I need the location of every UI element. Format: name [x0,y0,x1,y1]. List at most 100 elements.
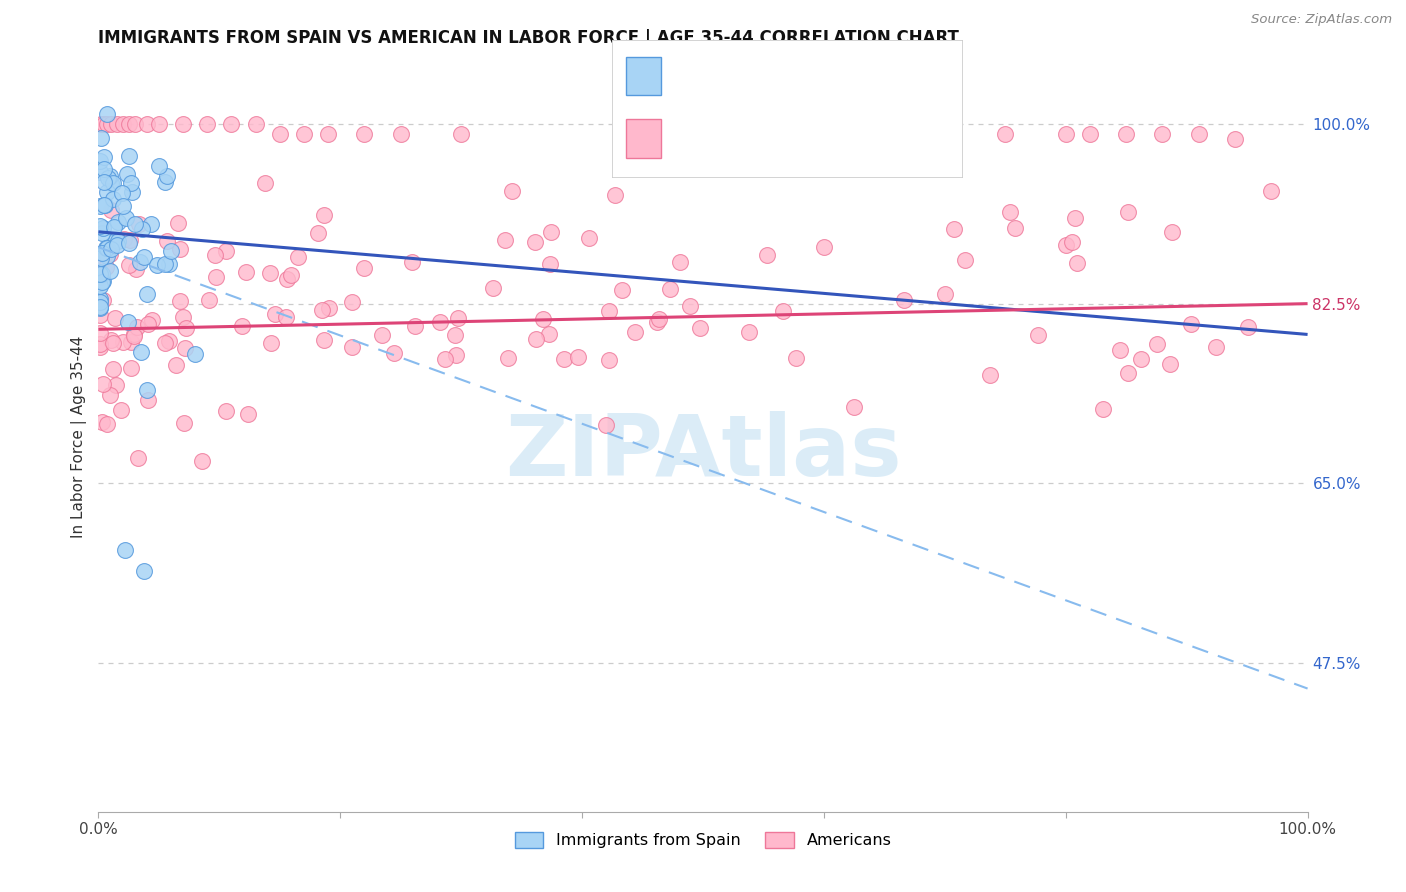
Point [578,231,600,245]
Point [314,333,336,347]
Point [120,361,142,376]
Point [184,346,207,360]
Point [274,310,297,325]
Point [124,117,146,131]
FancyBboxPatch shape [626,119,661,158]
Point [90,251,112,265]
Point [645,315,668,329]
Y-axis label: In Labor Force | Age 35-44: In Labor Force | Age 35-44 [72,336,87,538]
Point [89,279,111,293]
Point [91,376,114,391]
Point [1062,235,1084,250]
Point [89,153,111,168]
Point [135,286,157,301]
Point [1116,205,1139,219]
Point [103,176,125,190]
Point [110,402,132,417]
Point [124,217,146,231]
Point [404,319,426,334]
Point [89,268,111,282]
Point [135,117,157,131]
Point [235,264,257,278]
Point [1237,319,1260,334]
Point [245,117,267,131]
Point [204,247,226,261]
Text: 165: 165 [872,131,905,145]
Point [318,301,340,315]
Point [124,328,146,343]
Point [567,351,589,365]
Point [101,361,124,376]
Point [259,335,281,350]
Point [174,341,197,355]
Text: ZIPAtlas: ZIPAtlas [505,410,901,493]
Point [111,186,134,200]
Point [979,368,1001,382]
Point [1161,225,1184,239]
Text: -0.113: -0.113 [721,69,778,84]
Point [89,295,111,310]
Point [998,204,1021,219]
Point [98,264,121,278]
Point [1152,128,1174,142]
Point [1078,128,1101,142]
Point [496,351,519,365]
Point [772,304,794,318]
Point [89,336,111,351]
Point [1054,128,1077,142]
Point [598,304,620,318]
Point [254,176,277,190]
Point [120,177,142,191]
Text: 68: 68 [872,69,900,84]
Point [955,253,977,268]
FancyBboxPatch shape [612,40,963,178]
Point [353,128,375,142]
Point [842,401,865,415]
Point [276,272,298,286]
Point [104,311,127,326]
Point [603,188,626,202]
Point [91,274,114,288]
Point [101,192,124,206]
Text: N =: N = [823,69,853,84]
Point [153,257,176,271]
Point [165,358,187,372]
Point [91,220,114,235]
Point [692,128,714,142]
Point [174,321,197,335]
Point [89,300,111,314]
Point [167,217,190,231]
Point [157,256,180,270]
Point [173,416,195,430]
Point [90,131,112,145]
Point [100,202,122,217]
Point [191,454,214,468]
Point [524,332,547,346]
Point [93,197,115,211]
Point [647,311,669,326]
Point [98,247,121,261]
Point [89,165,111,179]
Point [93,175,115,189]
Point [531,311,554,326]
Point [131,221,153,235]
Point [1205,340,1227,354]
Point [679,299,702,313]
Point [444,328,467,343]
Point [94,260,117,274]
Point [523,235,546,250]
Point [107,215,129,229]
Point [353,261,375,276]
Point [259,265,281,279]
Point [501,184,523,198]
Point [1004,221,1026,235]
Point [90,246,112,260]
Point [90,117,112,131]
Point [205,270,228,285]
Point [89,219,111,233]
Point [107,235,129,249]
Point [195,117,218,131]
Point [307,226,329,240]
Point [93,162,115,177]
Point [90,267,112,281]
